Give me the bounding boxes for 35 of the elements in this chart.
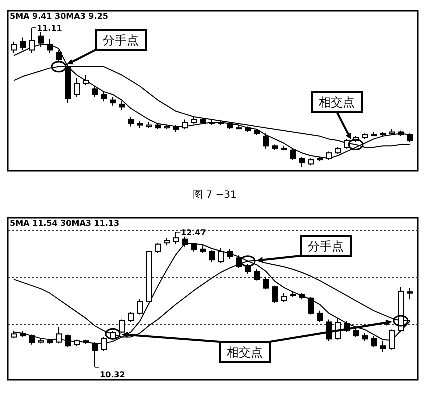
candlestick <box>308 296 314 316</box>
candlestick <box>155 242 161 254</box>
candlestick <box>254 268 260 282</box>
candlestick <box>218 248 224 264</box>
candlestick <box>245 264 251 276</box>
chart-title: 5MA 11.54 30MA3 11.13 <box>10 219 120 228</box>
candlestick <box>227 248 233 260</box>
annotation: 相交点 <box>319 96 355 110</box>
annotation: 12.47 <box>181 228 206 238</box>
annotation: 分手点 <box>308 240 344 254</box>
candlestick <box>209 250 215 262</box>
annotation: 分手点 <box>103 34 139 48</box>
candlestick <box>272 285 278 304</box>
candlestick <box>74 78 80 98</box>
candlestick <box>263 276 269 290</box>
candlestick <box>11 41 17 54</box>
candlestick <box>101 91 107 102</box>
chart-title: 5MA 9.41 30MA3 9.25 <box>10 12 109 21</box>
candlestick <box>182 119 188 130</box>
candlestick <box>173 232 179 245</box>
candlestick <box>407 288 413 300</box>
annotation: 11.11 <box>37 24 63 33</box>
candlestick <box>119 319 125 334</box>
candlestick <box>128 116 134 128</box>
annotation: 相交点 <box>227 346 263 360</box>
candlestick <box>263 133 269 150</box>
candlestick <box>83 74 89 86</box>
candlestick <box>128 312 134 323</box>
candlestick <box>299 156 305 168</box>
candlestick <box>92 86 98 98</box>
caption: 图 7 −31 <box>193 190 237 201</box>
candlestick <box>317 310 323 323</box>
candlestick <box>56 50 62 64</box>
annotation: 10.32 <box>100 370 126 380</box>
candlestick <box>137 299 143 316</box>
